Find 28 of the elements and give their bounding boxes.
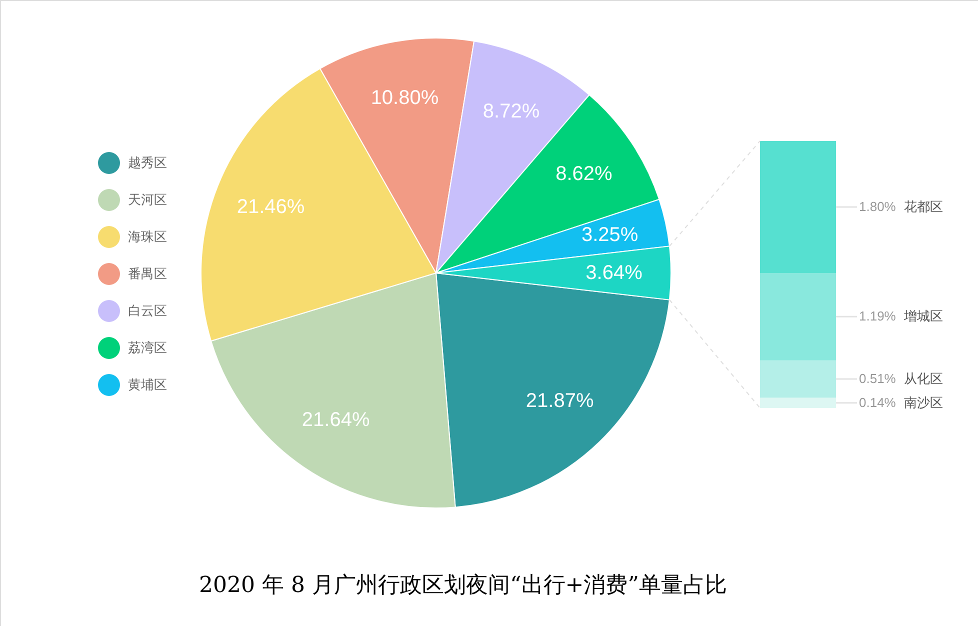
data-label: 10.80% [370, 86, 439, 109]
data-label: 1.19% [859, 308, 896, 324]
text: 南沙区 [904, 394, 943, 410]
legend-label: 天河区 [128, 192, 167, 207]
text: 花都区 [904, 199, 943, 214]
bar [760, 141, 836, 274]
data-label: 0.51% [859, 371, 896, 386]
data-label: 8.62% [556, 163, 613, 186]
text: 从化区 [904, 371, 943, 386]
data-label: 3.25% [581, 224, 638, 246]
legend-label: 越秀区 [128, 155, 167, 170]
legend-label: 白云区 [128, 303, 167, 318]
bar [760, 360, 836, 398]
data-label: 21.64% [302, 409, 370, 432]
data-label: 21.46% [236, 196, 305, 218]
data-label: 0.14% [859, 394, 896, 410]
text: 增城区 [903, 308, 943, 324]
data-label: 8.72% [482, 100, 540, 123]
bar [760, 273, 836, 360]
legend-label: 荔湾区 [128, 340, 167, 355]
data-label: 1.80% [859, 199, 896, 214]
legend-label: 海珠区 [128, 229, 167, 244]
legend-label: 黄埔区 [128, 377, 167, 392]
bar [760, 398, 836, 408]
text: 2020 年 8 月广州行政区划夜间“出行+消费”单量占比 [199, 573, 727, 598]
legend-label: 番禺区 [128, 266, 167, 281]
data-label: 21.87% [526, 390, 594, 412]
data-label: 3.64% [586, 262, 643, 284]
